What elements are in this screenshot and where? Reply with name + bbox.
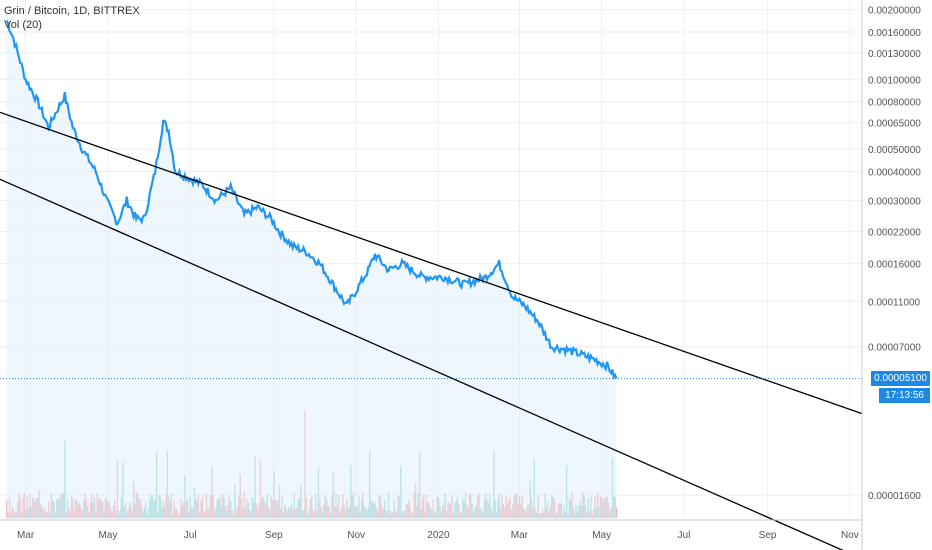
time-tick-label: Sep: [265, 530, 283, 541]
time-tick-label: Nov: [841, 530, 859, 541]
symbol-title[interactable]: Grin / Bitcoin, 1D, BITTREX: [4, 5, 140, 17]
price-tick-label: 0.00200000: [868, 6, 921, 17]
time-tick-label: Nov: [347, 530, 365, 541]
time-tick-label: May: [592, 530, 611, 541]
time-tick-label: Jul: [678, 530, 691, 541]
trendline[interactable]: [0, 178, 862, 550]
bar-countdown-tag: 17:13:56: [879, 387, 930, 403]
price-area-fill: [6, 20, 617, 521]
price-tick-label: 0.00007000: [868, 343, 921, 354]
price-tick-label: 0.00130000: [868, 49, 921, 60]
time-tick-label: May: [98, 530, 117, 541]
time-tick-label: Mar: [17, 530, 35, 541]
price-tick-label: 0.00011000: [868, 297, 921, 308]
chart-legend: Grin / Bitcoin, 1D, BITTREX Vol (20): [4, 4, 140, 32]
price-tick-label: 0.00160000: [868, 28, 921, 39]
price-tick-label: 0.00080000: [868, 98, 921, 109]
time-tick-label: Sep: [759, 530, 777, 541]
trendlines: [0, 111, 863, 550]
volume-indicator-label[interactable]: Vol (20): [4, 19, 42, 31]
price-tick-label: 0.00040000: [868, 167, 921, 178]
price-tick-label: 0.00065000: [868, 119, 921, 130]
time-tick-label: Mar: [511, 530, 529, 541]
price-tick-label: 0.00100000: [868, 75, 921, 86]
price-tick-label: 0.00050000: [868, 145, 921, 156]
price-axis[interactable]: 0.00200000 0.00160000 0.00130000 0.00100000…: [868, 6, 921, 503]
volume-bar: [615, 507, 618, 518]
price-tick-label: 0.00022000: [868, 228, 921, 239]
current-price-tag: 0.00005100: [871, 370, 930, 386]
price-tick-label: 0.00030000: [868, 196, 921, 207]
price-tick-label: 0.00001600: [868, 491, 921, 502]
price-tick-label: 0.00016000: [868, 260, 921, 271]
price-line: [5, 19, 618, 380]
time-axis[interactable]: Mar May Jul Sep Nov 2020 Mar May Jul Sep Nov: [17, 530, 859, 541]
trendline[interactable]: [0, 111, 863, 415]
time-tick-label: Jul: [184, 530, 197, 541]
time-tick-label: 2020: [427, 530, 450, 541]
